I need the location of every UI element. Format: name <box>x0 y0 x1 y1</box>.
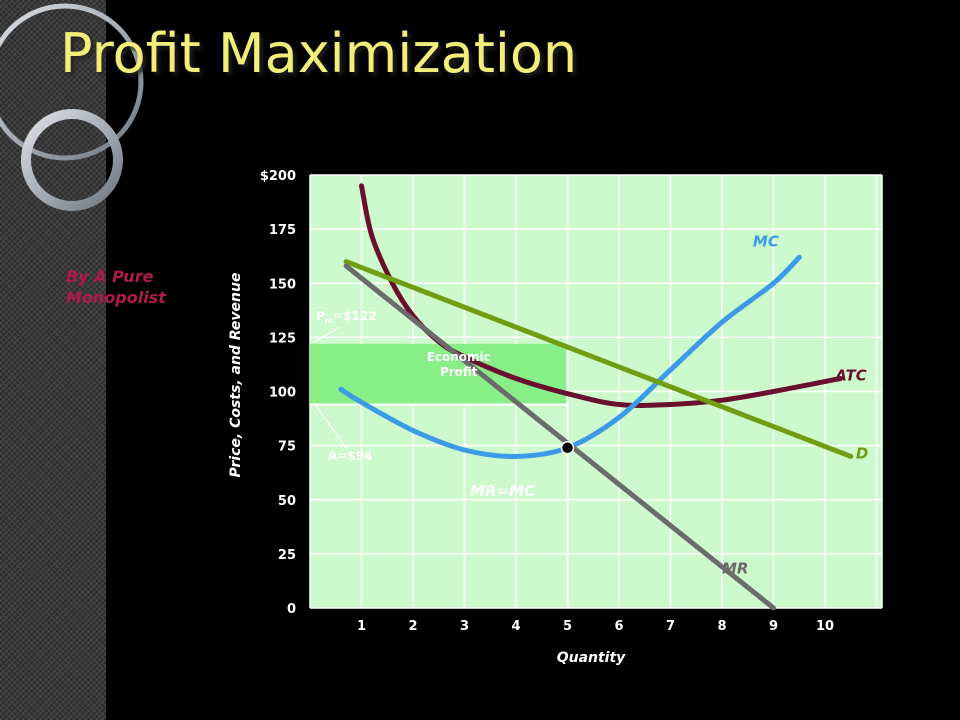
curve-mr <box>343 263 776 611</box>
curves: ATC MC D MR <box>338 183 868 611</box>
y-tick-labels: 0 25 50 75 100 125 150 175 $200 <box>260 169 296 617</box>
x-tick-label: 1 <box>357 619 366 634</box>
x-tick-label: 2 <box>408 619 417 634</box>
y-tick-label: 0 <box>287 602 296 617</box>
avg-cost-annotation-arrow <box>313 402 347 449</box>
equilibrium-point <box>560 441 575 455</box>
decorative-ring-large <box>0 3 144 161</box>
x-tick-label: 8 <box>717 619 726 634</box>
x-tick-label: 9 <box>769 619 778 634</box>
subtitle: By A Pure Monopolist <box>66 267 166 307</box>
decorative-ring-small <box>21 109 123 211</box>
x-tick-label: 10 <box>816 619 834 634</box>
curve-d <box>343 259 854 459</box>
x-tick-label: 3 <box>460 619 469 634</box>
avg-cost-annotation: A=$94 <box>328 449 372 463</box>
y-tick-label: $200 <box>260 169 296 184</box>
x-tick-label: 7 <box>666 619 675 634</box>
x-tick-labels: 1 2 3 4 5 6 7 8 9 10 <box>357 619 834 634</box>
economic-profit-label-1: Economic <box>427 350 491 364</box>
curve-label-atc: ATC <box>834 367 866 385</box>
y-tick-label: 25 <box>278 548 296 563</box>
y-axis-label: Price, Costs, and Revenue <box>228 273 244 478</box>
mr-mc-label: MR=MC <box>470 482 535 500</box>
curve-atc <box>359 183 843 408</box>
x-axis-label: Quantity <box>557 650 626 666</box>
price-annotation: Pm=$122 <box>316 309 377 325</box>
y-tick-label: 150 <box>269 277 296 292</box>
page-title: Profit Maximization <box>60 22 578 85</box>
x-tick-label: 6 <box>614 619 623 634</box>
y-tick-label: 50 <box>278 494 296 509</box>
curve-label-mc: MC <box>753 232 779 250</box>
economic-profit-label-2: Profit <box>440 365 478 379</box>
x-tick-label: 4 <box>511 619 520 634</box>
price-annotation-arrow <box>313 326 341 343</box>
y-tick-label: 175 <box>269 223 296 238</box>
x-tick-label: 5 <box>563 619 572 634</box>
y-tick-label: 75 <box>278 440 296 455</box>
curve-label-d: D <box>856 445 868 463</box>
y-tick-label: 100 <box>269 386 296 401</box>
curve-label-mr: MR <box>722 559 748 577</box>
y-tick-label: 125 <box>269 331 296 346</box>
